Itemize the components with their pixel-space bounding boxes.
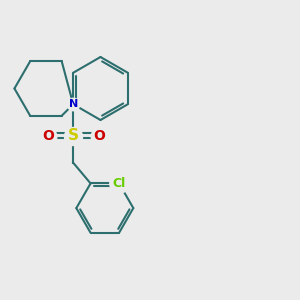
Text: Cl: Cl bbox=[112, 177, 126, 190]
Text: O: O bbox=[42, 129, 54, 143]
Text: S: S bbox=[68, 128, 79, 143]
Text: O: O bbox=[93, 129, 105, 143]
Text: N: N bbox=[69, 99, 78, 109]
